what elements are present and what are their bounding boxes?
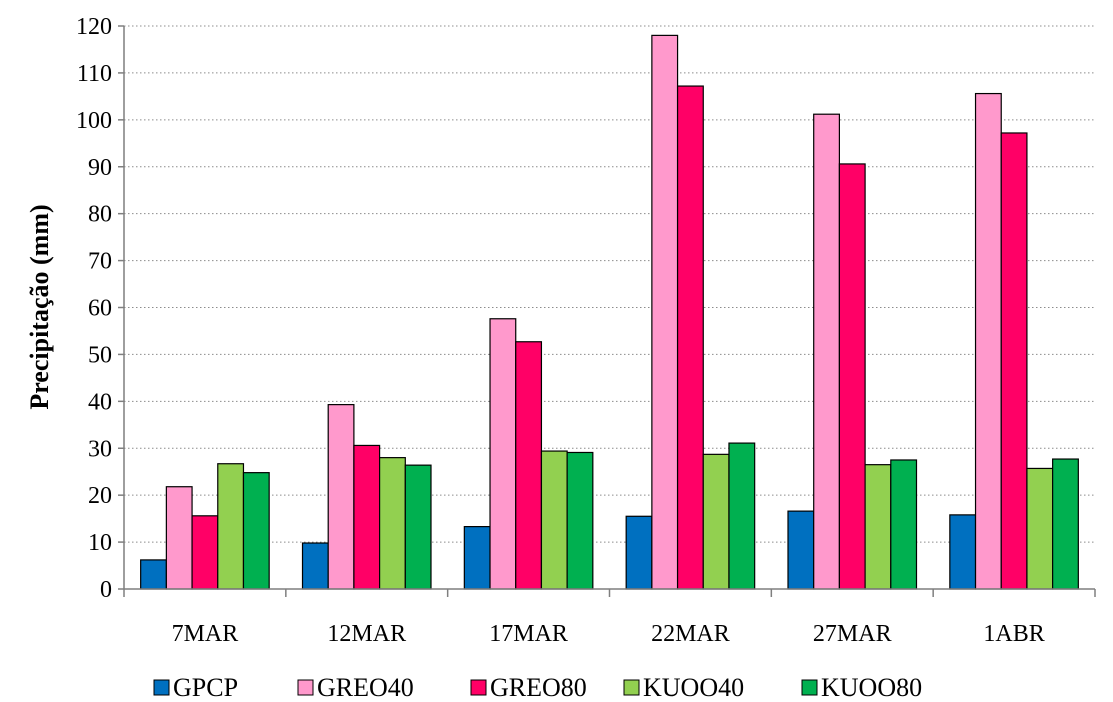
- x-tick-label: 27MAR: [813, 621, 892, 647]
- x-tick-label: 1ABR: [983, 621, 1044, 647]
- x-tick-label: 17MAR: [489, 621, 568, 647]
- bars: [140, 34, 1079, 590]
- y-tick-label: 40: [88, 389, 112, 415]
- y-tick-label: 110: [77, 61, 112, 87]
- legend-swatch-greo80: [470, 679, 487, 696]
- bar-gpcp-22mar: [625, 515, 653, 590]
- x-tick-label: 12MAR: [327, 621, 406, 647]
- bar-kuoo80-12mar: [404, 464, 432, 590]
- y-tick-label: 30: [88, 436, 112, 462]
- legend-label-greo80: GREO80: [490, 673, 587, 702]
- gridlines: [124, 25, 1095, 543]
- y-tick-label: 90: [88, 155, 112, 181]
- bar-kuoo80-7mar: [242, 472, 270, 590]
- bar-gpcp-27mar: [787, 510, 815, 590]
- bar-kuoo40-17mar: [540, 450, 568, 590]
- legend-swatch-gpcp: [153, 679, 170, 696]
- y-axis-title: Precipitação (mm): [25, 204, 54, 409]
- bar-kuoo80-1abr: [1052, 458, 1079, 590]
- x-tick-label: 7MAR: [172, 621, 239, 647]
- bar-greo40-27mar: [813, 113, 841, 590]
- y-tick-label: 50: [88, 342, 112, 368]
- x-tick-labels: 7MAR 12MAR 17MAR 22MAR 27MAR 1ABR: [172, 621, 1045, 647]
- legend-swatch-kuoo40: [623, 679, 640, 696]
- bar-kuoo40-7mar: [217, 463, 245, 590]
- y-tick-label: 80: [88, 202, 112, 228]
- bar-greo80-17mar: [515, 341, 543, 590]
- bar-greo80-22mar: [676, 85, 704, 590]
- legend-label-gpcp: GPCP: [173, 673, 238, 702]
- y-tick-label: 0: [100, 577, 112, 603]
- bar-greo40-7mar: [165, 486, 193, 590]
- bar-kuoo40-27mar: [864, 464, 892, 590]
- bar-gpcp-12mar: [301, 542, 329, 590]
- bar-gpcp-7mar: [140, 559, 167, 590]
- y-tick-label: 10: [88, 530, 112, 556]
- legend-label-greo40: GREO40: [317, 673, 414, 702]
- axes: [118, 25, 1096, 597]
- bar-greo40-12mar: [327, 404, 355, 590]
- bar-greo80-1abr: [1000, 132, 1028, 590]
- y-tick-label: 120: [76, 14, 112, 40]
- bar-greo80-12mar: [353, 444, 381, 590]
- bar-kuoo40-12mar: [379, 457, 406, 590]
- legend-label-kuoo80: KUOO80: [821, 673, 922, 702]
- bar-greo40-17mar: [489, 318, 517, 590]
- y-tick-label: 100: [76, 108, 112, 134]
- y-tick-label: 60: [88, 296, 112, 322]
- bar-gpcp-17mar: [463, 526, 491, 590]
- bar-greo40-22mar: [651, 34, 679, 590]
- legend-label-kuoo40: KUOO40: [643, 673, 744, 702]
- bar-greo80-27mar: [838, 163, 866, 590]
- x-tick-label: 22MAR: [651, 621, 730, 647]
- legend-swatch-kuoo80: [801, 679, 818, 696]
- bar-greo40-1abr: [974, 92, 1002, 590]
- bar-kuoo80-17mar: [566, 451, 594, 590]
- bar-kuoo40-22mar: [702, 453, 730, 590]
- y-tick-labels: 0 10 20 30 40 50 60 70 80 90 100 110 120: [76, 14, 112, 603]
- bar-greo80-7mar: [191, 515, 219, 590]
- y-tick-label: 70: [88, 249, 112, 275]
- legend-swatch-greo40: [297, 679, 314, 696]
- bar-kuoo80-22mar: [728, 442, 756, 590]
- bar-kuoo40-1abr: [1026, 467, 1054, 590]
- legend: GPCP GREO40 GREO80 KUOO40 KUOO80: [153, 673, 922, 702]
- bar-kuoo80-27mar: [890, 459, 918, 590]
- bar-gpcp-1abr: [949, 514, 977, 590]
- y-tick-label: 20: [88, 483, 112, 509]
